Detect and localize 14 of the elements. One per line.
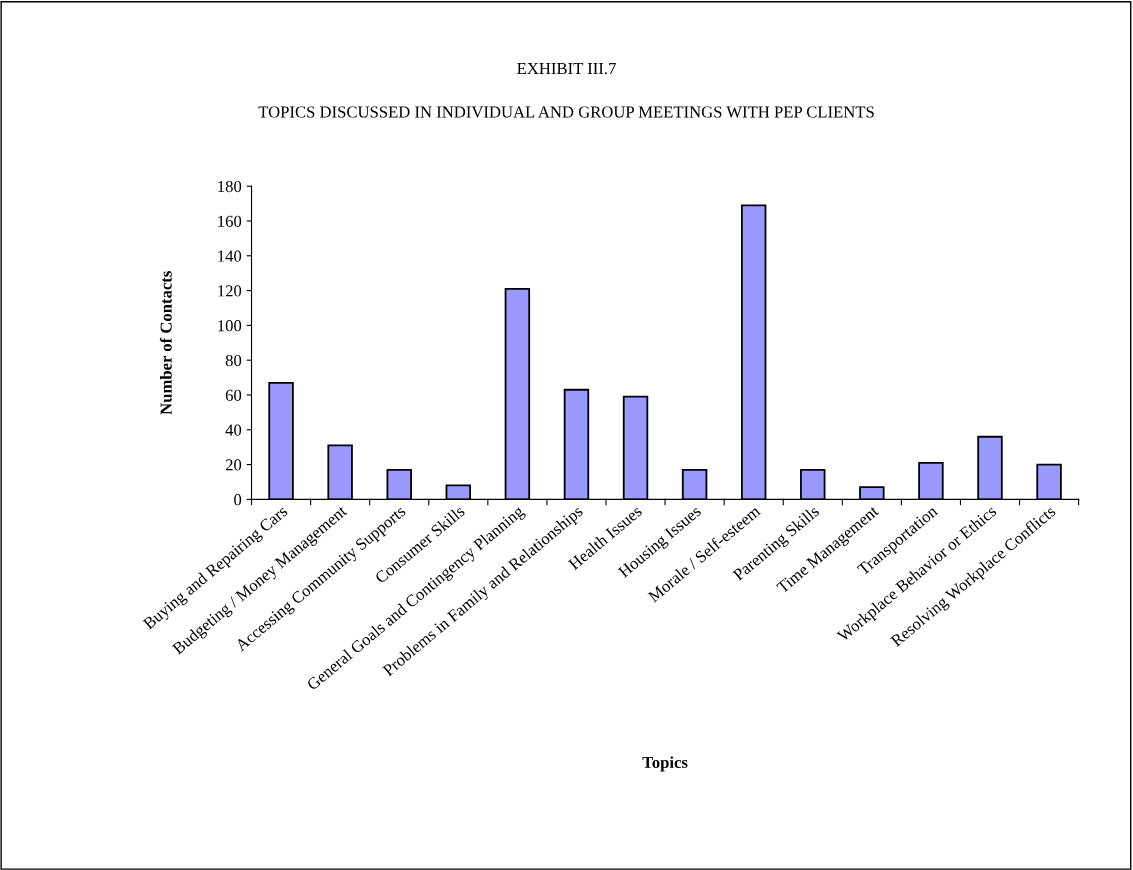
y-tick-label: 20: [225, 459, 242, 471]
y-tick-label: 100: [218, 320, 242, 332]
y-tick-label: 140: [218, 250, 242, 262]
y-tick-label: 180: [218, 180, 242, 193]
x-axis-title: Topics: [642, 756, 688, 772]
chart-subtitle: TOPICS DISCUSSED IN INDIVIDUAL AND GROUP MEETINGS WITH PEP CLIENTS: [258, 106, 874, 118]
y-axis-title: Number of Contacts: [159, 271, 172, 415]
chart-title: EXHIBIT III.7: [517, 63, 616, 75]
y-tick-label: 160: [218, 215, 242, 227]
y-tick-label: 60: [225, 389, 242, 401]
y-tick-label: 40: [225, 424, 242, 436]
y-tick-label: 120: [218, 285, 242, 297]
y-tick-label: 0: [234, 494, 242, 506]
y-tick-label: 80: [225, 354, 242, 367]
